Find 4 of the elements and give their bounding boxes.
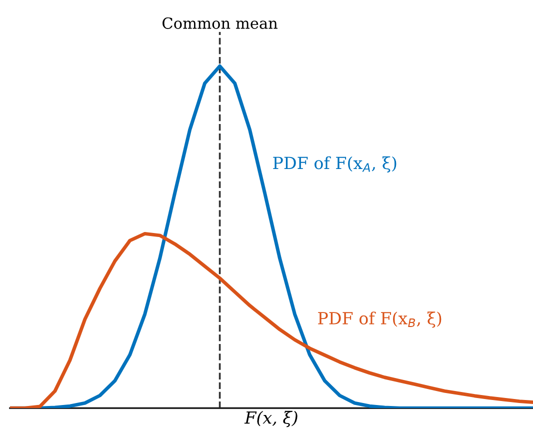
x-axis-title: F(x, ξ) <box>244 410 298 428</box>
series-label: PDF of F(x$_{A}$, ξ) <box>273 156 396 172</box>
text: Common mean <box>162 17 278 29</box>
series-label: PDF of F(x$_{B}$, ξ) <box>318 312 442 328</box>
